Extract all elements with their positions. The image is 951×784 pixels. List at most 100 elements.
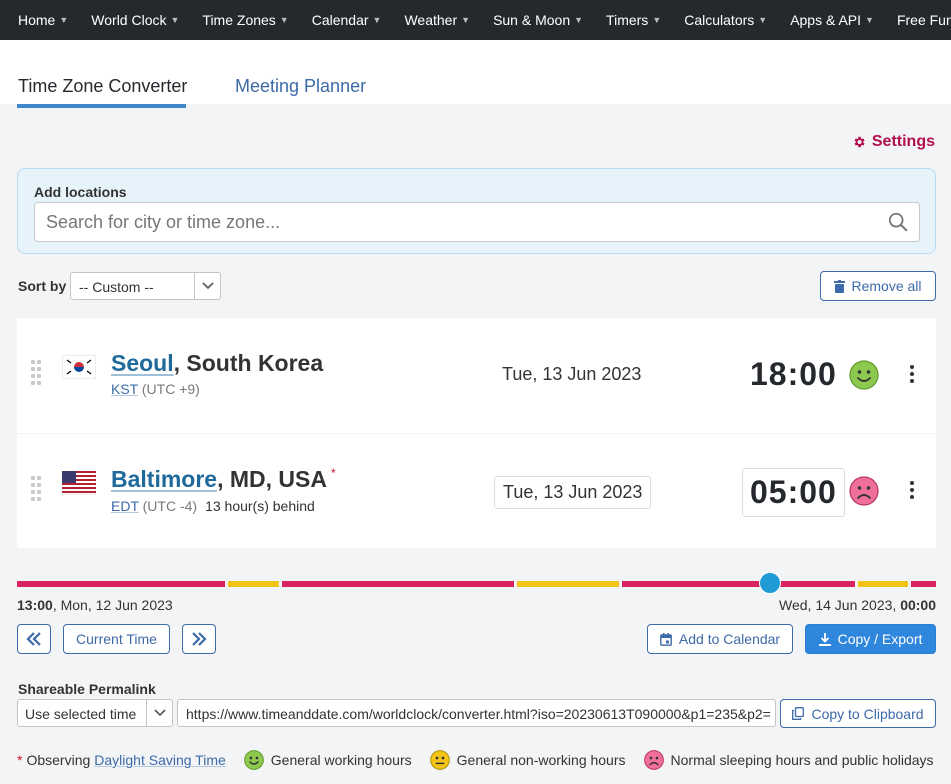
gear-icon xyxy=(854,136,865,148)
sad-face-icon xyxy=(643,750,664,770)
settings-button[interactable]: Settings xyxy=(852,133,935,151)
location-time: 05:00 xyxy=(742,468,845,517)
timeline-segment-nonworking xyxy=(858,581,908,587)
timezone-info: EDT (UTC -4) 13 hour(s) behind xyxy=(111,498,315,514)
timeline-segment-nonworking xyxy=(517,581,619,587)
nav-label: Time Zones xyxy=(202,12,276,28)
legend-nonworking-text: General non-working hours xyxy=(456,752,626,768)
timezone-link[interactable]: KST xyxy=(111,381,138,397)
timezone-link[interactable]: EDT xyxy=(111,498,139,514)
permalink-time-select[interactable]: Use selected time xyxy=(17,699,173,727)
location-date: Tue, 13 Jun 2023 xyxy=(494,476,652,509)
chevron-down-icon: ▼ xyxy=(170,15,180,25)
location-row-baltimore: Baltimore, MD, USA * EDT (UTC -4) 13 hour(… xyxy=(17,434,936,548)
search-box xyxy=(34,202,920,242)
trash-icon xyxy=(834,279,846,293)
nav-calendar[interactable]: Calendar ▼ xyxy=(294,12,382,28)
timeline-start-date: , Mon, 12 Jun 2023 xyxy=(52,597,173,613)
nav-sun-moon[interactable]: Sun & Moon ▼ xyxy=(475,12,583,28)
chevron-down-icon: ▼ xyxy=(865,15,874,25)
tab-bar: Time Zone Converter Meeting Planner xyxy=(0,40,951,108)
chevron-down-icon: ▼ xyxy=(652,15,662,25)
current-time-button[interactable]: Current Time xyxy=(63,624,170,654)
nav-label: Sun & Moon xyxy=(493,12,571,28)
drag-handle[interactable] xyxy=(31,476,43,506)
double-chevron-left-icon xyxy=(26,632,41,646)
legend: * Observing Daylight Saving Time General… xyxy=(17,748,934,772)
legend-working-text: General working hours xyxy=(270,752,412,768)
tab-time-zone-converter[interactable]: Time Zone Converter xyxy=(18,76,188,96)
nav-calculators[interactable]: Calculators ▼ xyxy=(666,12,767,28)
chevron-down-icon: ▼ xyxy=(59,15,69,25)
nav-label: World Clock xyxy=(91,12,167,28)
location-date: Tue, 13 Jun 2023 xyxy=(502,364,642,384)
search-input[interactable] xyxy=(46,203,866,241)
chevron-down-icon: ▼ xyxy=(372,15,382,25)
nav-free-fun[interactable]: Free Fun xyxy=(879,12,951,28)
sort-select[interactable]: -- Custom -- xyxy=(70,272,221,300)
utc-offset: (UTC -4) xyxy=(142,498,198,514)
row-menu-icon[interactable] xyxy=(909,365,915,383)
remove-all-button[interactable]: Remove all xyxy=(820,271,936,301)
remove-all-label: Remove all xyxy=(851,278,922,294)
add-to-calendar-label: Add to Calendar xyxy=(678,631,781,647)
nav-time-zones[interactable]: Time Zones ▼ xyxy=(184,12,288,28)
nav-apps-api[interactable]: Apps & API ▼ xyxy=(772,12,874,28)
permalink-select-value: Use selected time xyxy=(25,706,137,722)
copy-export-button[interactable]: Copy / Export xyxy=(805,624,936,654)
timeline-segment-sleeping xyxy=(911,581,936,587)
top-navigation: Home ▼ World Clock ▼ Time Zones ▼ Calendar ▼… xyxy=(0,0,951,40)
legend-observing-text: Observing xyxy=(26,752,91,768)
settings-label: Settings xyxy=(871,133,935,150)
region-text: , South Korea xyxy=(173,350,324,376)
previous-day-button[interactable] xyxy=(17,624,51,654)
timeline-end-label: Wed, 14 Jun 2023, 00:00 xyxy=(779,597,936,613)
add-locations-panel: Add locations xyxy=(17,168,936,254)
row-menu-icon[interactable] xyxy=(909,481,915,499)
timeline-slider-handle[interactable] xyxy=(758,572,781,594)
calendar-icon xyxy=(660,632,672,646)
happy-face-icon xyxy=(849,360,879,390)
double-chevron-right-icon xyxy=(192,632,207,646)
timeline-segment-sleeping xyxy=(622,581,855,587)
timezone-info: KST (UTC +9) xyxy=(111,381,200,397)
nav-timers[interactable]: Timers ▼ xyxy=(588,12,661,28)
south-korea-flag-icon xyxy=(62,355,96,379)
copy-icon xyxy=(792,707,805,720)
timeline-bar[interactable] xyxy=(17,581,936,587)
chevron-down-icon xyxy=(194,273,220,299)
timeline-start-time: 13:00 xyxy=(17,597,53,613)
permalink-label: Shareable Permalink xyxy=(18,681,156,697)
city-link[interactable]: Seoul xyxy=(111,350,174,376)
timeline-segment-sleeping xyxy=(282,581,514,587)
location-name: Seoul, South Korea xyxy=(111,350,323,377)
timeline-end-time: 00:00 xyxy=(900,597,936,613)
nav-label: Calendar xyxy=(311,12,369,28)
add-locations-label: Add locations xyxy=(34,184,127,200)
usa-flag-icon xyxy=(62,471,96,495)
add-to-calendar-button[interactable]: Add to Calendar xyxy=(647,624,793,654)
chevron-down-icon: ▼ xyxy=(758,15,768,25)
city-link[interactable]: Baltimore xyxy=(111,466,218,492)
nav-weather[interactable]: Weather ▼ xyxy=(386,12,470,28)
copy-to-clipboard-button[interactable]: Copy to Clipboard xyxy=(780,699,936,728)
next-day-button[interactable] xyxy=(182,624,216,654)
nav-home[interactable]: Home ▼ xyxy=(0,12,68,28)
download-icon xyxy=(818,632,831,646)
offset-note: 13 hour(s) behind xyxy=(205,498,315,514)
tab-meeting-planner[interactable]: Meeting Planner xyxy=(235,76,367,96)
timeline-segment-sleeping xyxy=(17,581,225,587)
sort-select-value: -- Custom -- xyxy=(79,279,154,295)
permalink-url-field[interactable]: https://www.timeanddate.com/worldclock/c… xyxy=(177,699,776,727)
chevron-down-icon: ▼ xyxy=(574,15,584,25)
nav-world-clock[interactable]: World Clock ▼ xyxy=(73,12,179,28)
drag-handle[interactable] xyxy=(31,360,43,390)
chevron-down-icon: ▼ xyxy=(279,15,289,25)
nav-label: Weather xyxy=(404,12,458,28)
dst-link[interactable]: Daylight Saving Time xyxy=(94,752,226,768)
location-name: Baltimore, MD, USA * xyxy=(111,466,336,493)
nav-label: Home xyxy=(18,12,56,28)
utc-offset: (UTC +9) xyxy=(141,381,200,397)
search-icon[interactable] xyxy=(887,211,909,233)
dst-star: * xyxy=(17,752,23,768)
